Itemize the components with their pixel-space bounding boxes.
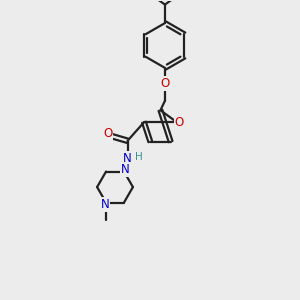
Text: N: N	[121, 163, 130, 176]
Text: N: N	[123, 152, 132, 165]
Text: O: O	[103, 127, 112, 140]
Text: N: N	[100, 198, 109, 211]
Text: O: O	[175, 116, 184, 129]
Text: O: O	[160, 77, 170, 90]
Text: H: H	[135, 152, 143, 162]
